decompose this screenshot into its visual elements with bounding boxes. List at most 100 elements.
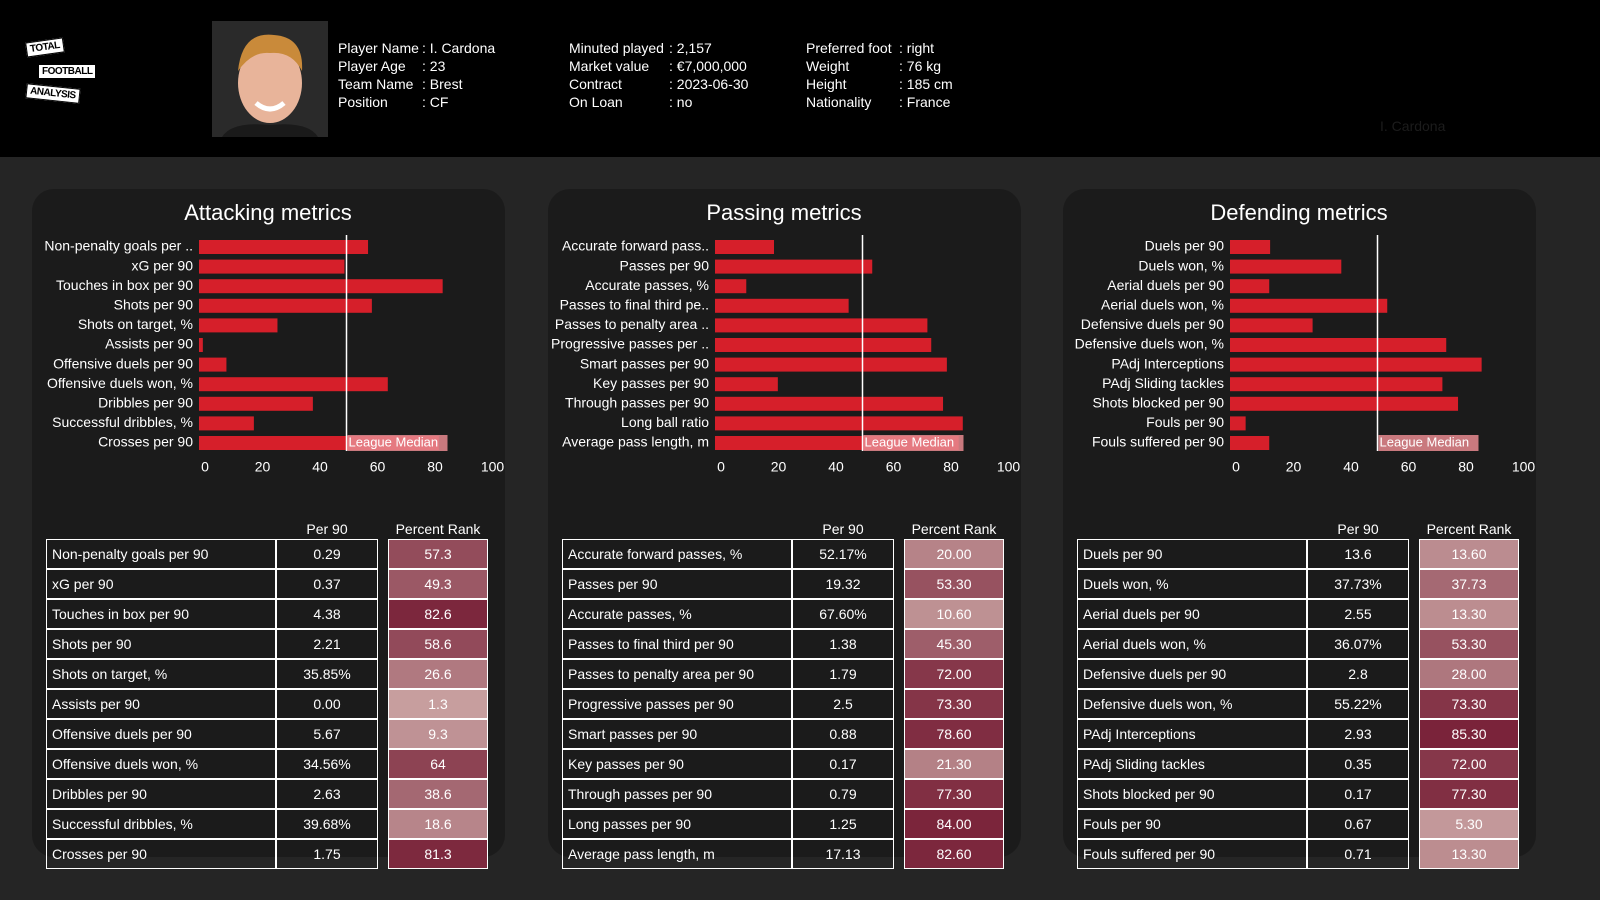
metric-name: Passes to final third per 90 (562, 629, 792, 659)
metric-name: Passes per 90 (562, 569, 792, 599)
bar (715, 338, 932, 352)
x-tick-label: 40 (1343, 459, 1359, 475)
bar (715, 259, 873, 274)
bar (1230, 396, 1459, 411)
per-90: 0.71 (1307, 839, 1409, 869)
median-label: League Median (349, 434, 439, 449)
gap (378, 749, 388, 779)
percent-rank: 38.6 (388, 779, 488, 809)
category-label: Touches in box per 90 (56, 277, 193, 293)
field-value: : €7,000,000 (669, 58, 747, 74)
metric-name: Fouls suffered per 90 (1077, 839, 1307, 869)
table-row: Successful dribbles, % 39.68% 18.6 (46, 809, 488, 839)
table-row: Assists per 90 0.00 1.3 (46, 689, 488, 719)
per-90: 2.63 (276, 779, 378, 809)
metric-name: Passes to penalty area per 90 (562, 659, 792, 689)
header-row: Per 90 Percent Rank (1077, 519, 1519, 539)
metric-name: Shots blocked per 90 (1077, 779, 1307, 809)
per-90: 67.60% (792, 599, 894, 629)
column-header: Percent Rank (911, 521, 997, 537)
percent-rank: 20.00 (904, 539, 1004, 569)
table-row: Offensive duels per 90 5.67 9.3 (46, 719, 488, 749)
watermark: I. Cardona (1380, 118, 1446, 134)
category-label: Average pass length, m (562, 434, 709, 450)
category-label: Duels per 90 (1145, 238, 1225, 254)
x-tick-label: 0 (201, 459, 209, 475)
per-90: 0.17 (792, 749, 894, 779)
metric-name: Fouls per 90 (1077, 809, 1307, 839)
metric-name: Defensive duels won, % (1077, 689, 1307, 719)
metric-name: Smart passes per 90 (562, 719, 792, 749)
table-row: xG per 90 0.37 49.3 (46, 569, 488, 599)
per-90: 0.35 (1307, 749, 1409, 779)
gap (1409, 629, 1419, 659)
bar (199, 416, 254, 431)
gap (378, 599, 388, 629)
per-90: 2.93 (1307, 719, 1409, 749)
table-row: Crosses per 90 1.75 81.3 (46, 839, 488, 869)
blank-header (562, 519, 792, 539)
bar-chart: Passing metrics Accurate forward pass.. Pa… (551, 200, 1020, 475)
bar (715, 416, 963, 431)
table-row: Smart passes per 90 0.88 78.60 (562, 719, 1004, 749)
percent-rank: 85.30 (1419, 719, 1519, 749)
bar (715, 396, 944, 411)
per-90: 0.17 (1307, 779, 1409, 809)
category-label: Successful dribbles, % (52, 414, 193, 430)
metric-name: Offensive duels per 90 (46, 719, 276, 749)
table-row: Accurate forward passes, % 52.17% 20.00 (562, 539, 1004, 569)
column-header: Per 90 (306, 521, 348, 537)
bar (199, 240, 369, 254)
gap (378, 659, 388, 689)
metric-name: Aerial duels per 90 (1077, 599, 1307, 629)
blank-header (46, 519, 276, 539)
field-label: Team Name (338, 76, 414, 92)
x-tick-label: 20 (1286, 459, 1302, 475)
column-header: Percent Rank (1426, 521, 1512, 537)
category-label: xG per 90 (132, 257, 194, 273)
category-label: Accurate passes, % (585, 277, 709, 293)
metric-name: Touches in box per 90 (46, 599, 276, 629)
category-label: Assists per 90 (105, 336, 193, 352)
per-90: 0.79 (792, 779, 894, 809)
table-row: Touches in box per 90 4.38 82.6 (46, 599, 488, 629)
percent-rank: 78.60 (904, 719, 1004, 749)
passing-panel: Passing metrics Accurate forward pass.. Pa… (548, 189, 1021, 869)
category-label: PAdj Sliding tackles (1102, 375, 1224, 391)
bar (1230, 377, 1443, 392)
category-label: Passes to penalty area .. (555, 316, 709, 332)
percent-rank: 10.60 (904, 599, 1004, 629)
gap (378, 629, 388, 659)
field-value: : France (899, 94, 951, 110)
percent-rank: 49.3 (388, 569, 488, 599)
field-label: On Loan (569, 94, 623, 110)
metric-name: Aerial duels won, % (1077, 629, 1307, 659)
table-row: PAdj Sliding tackles 0.35 72.00 (1077, 749, 1519, 779)
category-label: Key passes per 90 (593, 375, 709, 391)
table-row: Fouls per 90 0.67 5.30 (1077, 809, 1519, 839)
percent-rank: 28.00 (1419, 659, 1519, 689)
metric-name: Key passes per 90 (562, 749, 792, 779)
column-header: Per 90 (1337, 521, 1379, 537)
gap (894, 779, 904, 809)
metrics-table: Per 90 Percent Rank Accurate forward passe… (562, 519, 1004, 869)
x-tick-label: 40 (828, 459, 844, 475)
per-90: 36.07% (1307, 629, 1409, 659)
per-90: 34.56% (276, 749, 378, 779)
gap (894, 749, 904, 779)
player-photo (212, 21, 328, 137)
table-row: Offensive duels won, % 34.56% 64 (46, 749, 488, 779)
bar (199, 279, 443, 294)
bar (199, 396, 313, 411)
column-header: Per 90 (822, 521, 864, 537)
table-row: Passes to penalty area per 90 1.79 72.00 (562, 659, 1004, 689)
gap (1409, 689, 1419, 719)
bar (199, 318, 278, 333)
percent-rank: 21.30 (904, 749, 1004, 779)
header: TOTAL FOOTBALL ANALYSIS Player Name: I. Car… (0, 0, 1600, 157)
bar (715, 357, 947, 372)
bar (1230, 436, 1270, 450)
x-tick-label: 80 (427, 459, 443, 475)
percent-rank: 73.30 (904, 689, 1004, 719)
